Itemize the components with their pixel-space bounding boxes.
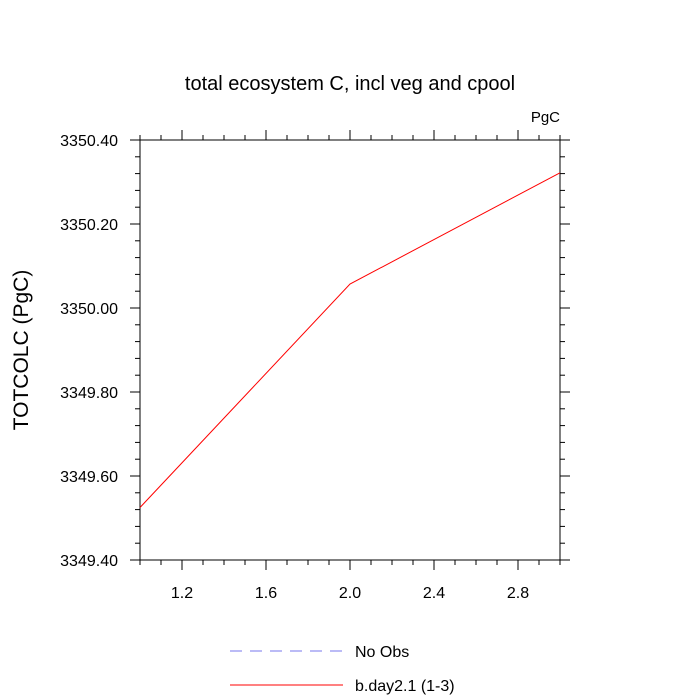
y-tick-label: 3350.40	[60, 133, 118, 150]
y-tick-label: 3349.80	[60, 385, 118, 402]
x-tick-label: 2.8	[507, 585, 529, 602]
legend-label-0: No Obs	[355, 644, 409, 661]
x-tick-label: 2.0	[339, 585, 361, 602]
y-tick-label: 3350.20	[60, 217, 118, 234]
y-axis-label: TOTCOLC (PgC)	[10, 270, 33, 431]
series-layer	[139, 172, 561, 508]
plot-frame	[139, 139, 561, 561]
chart-title: total ecosystem C, incl veg and cpool	[185, 73, 515, 95]
units-label: PgC	[531, 109, 560, 126]
y-tick-label: 3349.40	[60, 553, 118, 570]
legend-label-1: b.day2.1 (1-3)	[355, 678, 455, 695]
x-tick-label: 1.6	[255, 585, 277, 602]
series-line-1	[139, 172, 561, 508]
legend: No Obs b.day2.1 (1-3)	[230, 644, 455, 695]
y-tick-label: 3350.00	[60, 301, 118, 318]
x-tick-label: 2.4	[423, 585, 445, 602]
axes: 1.2 1.6 2.0 2.4 2.8 3349.40 3349.60 3349.80 3350…	[60, 130, 570, 602]
y-tick-label: 3349.60	[60, 469, 118, 486]
x-tick-label: 1.2	[171, 585, 193, 602]
